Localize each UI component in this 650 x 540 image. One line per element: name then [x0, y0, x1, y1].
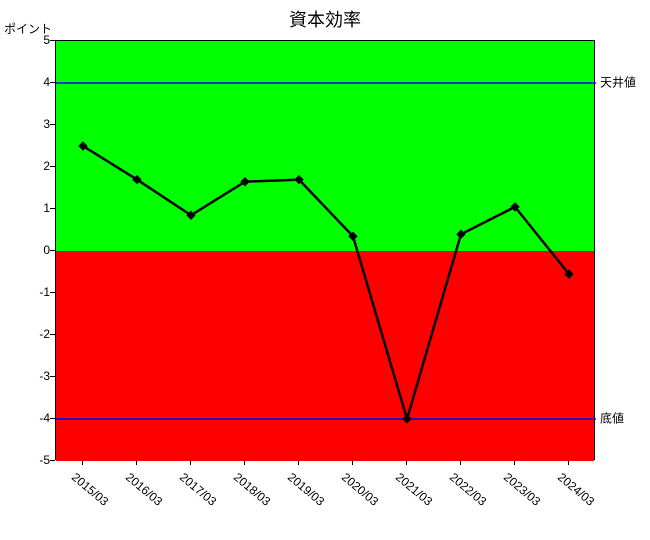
y-tick-mark — [50, 460, 55, 461]
x-tick-mark — [82, 460, 83, 465]
x-tick-label: 2015/03 — [69, 470, 111, 509]
reference-line-label: 底値 — [600, 410, 624, 427]
y-tick-mark — [50, 208, 55, 209]
x-tick-label: 2021/03 — [393, 470, 435, 509]
x-tick-label: 2024/03 — [555, 470, 597, 509]
x-tick-mark — [244, 460, 245, 465]
y-tick-label: -5 — [10, 453, 50, 467]
x-tick-label: 2023/03 — [501, 470, 543, 509]
x-tick-mark — [568, 460, 569, 465]
y-tick-label: 2 — [10, 159, 50, 173]
y-tick-mark — [50, 334, 55, 335]
reference-line-label: 天井値 — [600, 74, 636, 91]
y-tick-mark — [50, 166, 55, 167]
data-marker — [403, 415, 411, 423]
x-tick-label: 2019/03 — [285, 470, 327, 509]
x-tick-label: 2018/03 — [231, 470, 273, 509]
y-tick-mark — [50, 124, 55, 125]
y-tick-mark — [50, 376, 55, 377]
x-tick-label: 2022/03 — [447, 470, 489, 509]
y-tick-mark — [50, 418, 55, 419]
data-line — [83, 146, 569, 419]
y-tick-mark — [50, 292, 55, 293]
x-tick-mark — [136, 460, 137, 465]
y-tick-label: 3 — [10, 117, 50, 131]
x-tick-label: 2016/03 — [123, 470, 165, 509]
x-tick-mark — [514, 460, 515, 465]
x-tick-mark — [406, 460, 407, 465]
y-tick-label: 1 — [10, 201, 50, 215]
plot-area — [55, 40, 595, 460]
x-tick-label: 2017/03 — [177, 470, 219, 509]
y-tick-mark — [50, 82, 55, 83]
y-tick-label: -1 — [10, 285, 50, 299]
y-tick-label: -4 — [10, 411, 50, 425]
y-tick-label: -3 — [10, 369, 50, 383]
x-tick-mark — [460, 460, 461, 465]
y-tick-label: 5 — [10, 33, 50, 47]
x-tick-mark — [298, 460, 299, 465]
x-tick-mark — [352, 460, 353, 465]
x-tick-label: 2020/03 — [339, 470, 381, 509]
chart-svg — [56, 41, 596, 461]
y-tick-label: -2 — [10, 327, 50, 341]
y-tick-label: 4 — [10, 75, 50, 89]
y-tick-mark — [50, 40, 55, 41]
x-tick-mark — [190, 460, 191, 465]
y-tick-mark — [50, 250, 55, 251]
chart-container: 資本効率 ポイント 天井値底値-5-4-3-2-10123452015/0320… — [0, 0, 650, 540]
chart-title: 資本効率 — [0, 6, 650, 32]
y-tick-label: 0 — [10, 243, 50, 257]
